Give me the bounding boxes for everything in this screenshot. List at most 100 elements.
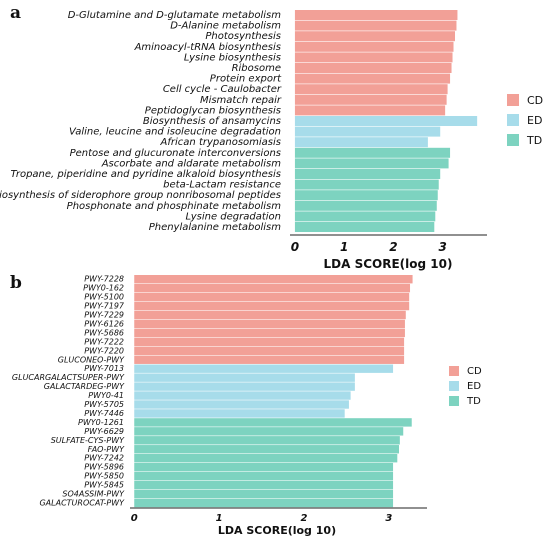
- panel-b-chart: PWY-7228PWY0-162PWY-5100PWY-7197PWY-7229…: [12, 275, 482, 537]
- bar-b-25: [134, 498, 394, 508]
- category-label-b-22: PWY-5850: [84, 472, 124, 481]
- legend-label-b-ed: ED: [467, 381, 481, 392]
- bar-b-21: [134, 462, 394, 472]
- bar-a-18: [294, 200, 437, 211]
- x-tick-a-1: 1: [340, 240, 348, 254]
- category-label-a-20: Phenylalanine metabolism: [149, 222, 282, 233]
- category-label-a-18: Phosphonate and phosphinate metabolism: [67, 201, 282, 212]
- category-label-a-2: Photosynthesis: [205, 31, 281, 42]
- category-label-a-7: Cell cycle - Caulobacter: [163, 84, 282, 95]
- x-tick-a-2: 2: [389, 240, 397, 254]
- bar-b-24: [134, 489, 394, 499]
- bar-a-7: [294, 84, 448, 95]
- category-label-b-25: GALACTUROCAT-PWY: [39, 498, 125, 507]
- legend-label-a-ed: ED: [527, 114, 542, 127]
- bar-a-9: [294, 105, 446, 116]
- bar-a-19: [294, 211, 436, 222]
- bar-a-13: [294, 147, 451, 158]
- category-label-b-16: PWY0-1261: [78, 418, 124, 427]
- category-label-b-1: PWY0-162: [83, 284, 124, 293]
- panel-b-letter: b: [10, 273, 22, 293]
- bar-a-0: [294, 10, 458, 20]
- bar-b-14: [134, 400, 349, 409]
- category-label-b-24: SO4ASSIM-PWY: [62, 490, 125, 499]
- legend-label-a-td: TD: [526, 134, 542, 147]
- category-label-a-12: African trypanosomiasis: [160, 137, 281, 148]
- bar-a-1: [294, 20, 457, 31]
- category-label-b-8: PWY-7220: [84, 346, 124, 355]
- bar-a-5: [294, 63, 452, 73]
- legend-swatch-a-cd: [507, 94, 519, 106]
- legend-swatch-a-ed: [507, 114, 519, 126]
- bar-b-17: [134, 427, 404, 436]
- category-label-a-0: D-Glutamine and D-glutamate metabolism: [68, 10, 282, 21]
- category-label-a-11: Valine, leucine and isoleucine degradati…: [69, 127, 281, 138]
- bar-a-16: [294, 179, 439, 190]
- category-label-b-4: PWY-7229: [84, 311, 124, 320]
- bar-b-6: [134, 328, 405, 338]
- legend-swatch-a-td: [507, 134, 519, 146]
- category-label-b-9: GLUCONEO-PWY: [58, 355, 125, 364]
- bar-a-11: [294, 126, 441, 137]
- panel-a-chart: D-Glutamine and D-glutamate metabolismD-…: [0, 10, 543, 271]
- category-label-a-1: D-Alanine metabolism: [170, 21, 281, 32]
- category-label-a-10: Biosynthesis of ansamycins: [143, 116, 281, 127]
- bar-b-7: [134, 337, 405, 347]
- bar-b-23: [134, 480, 394, 490]
- bar-a-8: [294, 94, 447, 105]
- x-tick-b-2: 2: [300, 513, 307, 524]
- category-label-a-17: Biosynthesis of siderophore group nonrib…: [0, 190, 281, 201]
- legend-swatch-b-td: [449, 396, 459, 406]
- category-label-b-10: PWY-7013: [84, 364, 124, 373]
- category-label-b-21: PWY-5896: [84, 463, 124, 472]
- x-tick-a-0: 0: [291, 240, 299, 254]
- bar-a-14: [294, 158, 449, 169]
- category-label-b-19: FAO-PWY: [88, 445, 126, 454]
- category-label-b-13: PWY0-41: [88, 391, 124, 400]
- bar-b-3: [134, 301, 410, 311]
- category-label-b-3: PWY-7197: [84, 302, 125, 311]
- category-label-b-11: GLUCARGALACTSUPER-PWY: [12, 373, 125, 382]
- x-tick-b-3: 3: [385, 513, 392, 524]
- category-label-a-8: Mismatch repair: [200, 95, 282, 106]
- bar-b-9: [134, 355, 405, 364]
- category-label-b-0: PWY-7228: [84, 275, 124, 284]
- category-label-b-15: PWY-7446: [84, 409, 124, 418]
- legend-label-b-cd: CD: [467, 366, 482, 377]
- bar-b-18: [134, 436, 400, 445]
- bar-a-17: [294, 190, 438, 201]
- bar-b-16: [134, 418, 412, 427]
- bar-b-1: [134, 283, 411, 293]
- bar-b-22: [134, 471, 394, 481]
- category-label-a-19: Lysine degradation: [185, 211, 281, 222]
- category-label-a-13: Pentose and glucuronate interconversions: [70, 148, 281, 159]
- bar-a-2: [294, 31, 455, 42]
- category-label-a-3: Aminoacyl-tRNA biosynthesis: [134, 42, 281, 53]
- bar-a-6: [294, 73, 451, 84]
- bar-b-13: [134, 391, 351, 400]
- category-label-b-12: GALACTARDEG-PWY: [44, 382, 125, 391]
- bar-b-5: [134, 319, 405, 329]
- x-axis-label-b: LDA SCORE(log 10): [218, 524, 336, 537]
- bar-a-3: [294, 41, 454, 52]
- legend-label-b-td: TD: [466, 396, 481, 407]
- x-tick-a-3: 3: [438, 240, 446, 254]
- bar-b-15: [134, 409, 345, 418]
- bar-a-20: [294, 222, 435, 232]
- category-label-a-4: Lysine biosynthesis: [184, 52, 281, 63]
- category-label-b-18: SULFATE-CYS-PWY: [51, 436, 125, 445]
- bar-a-4: [294, 52, 453, 63]
- category-label-a-6: Protein export: [210, 74, 282, 85]
- category-label-a-14: Ascorbate and aldarate metabolism: [101, 158, 282, 169]
- category-label-b-17: PWY-6629: [84, 427, 124, 436]
- bar-a-10: [294, 116, 478, 126]
- panel-a-letter: a: [10, 3, 21, 23]
- bar-b-4: [134, 310, 406, 320]
- category-label-a-15: Tropane, piperidine and pyridine alkaloi…: [11, 169, 281, 180]
- bar-b-12: [134, 382, 355, 391]
- legend-swatch-b-ed: [449, 381, 459, 391]
- legend-swatch-b-cd: [449, 366, 459, 376]
- category-label-b-14: PWY-5705: [84, 400, 124, 409]
- category-label-a-16: beta-Lactam resistance: [163, 180, 281, 191]
